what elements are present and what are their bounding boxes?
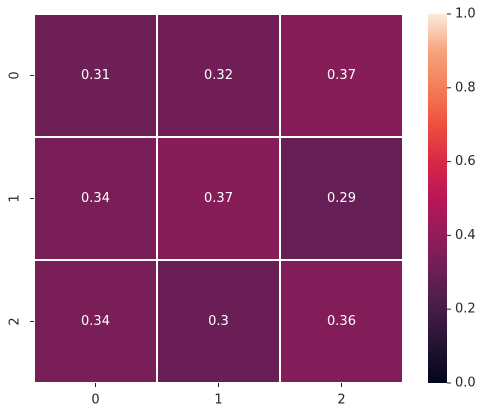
cell-label: 0.37 [204, 191, 233, 206]
cell-label: 0.3 [208, 314, 229, 329]
heatmap-cell [279, 136, 404, 261]
colorbar [428, 14, 447, 383]
x-tick-label: 2 [337, 393, 345, 408]
colorbar-tick-label: 0.6 [455, 154, 476, 169]
x-tick-label: 0 [91, 393, 99, 408]
cell-label: 0.29 [327, 191, 356, 206]
cell-label: 0.34 [81, 191, 110, 206]
y-tick-label: 0 [8, 71, 23, 79]
heatmap-cell [279, 13, 404, 138]
cell-label: 0.31 [81, 68, 110, 83]
y-tick-label: 2 [8, 317, 23, 325]
colorbar-tick-label: 1.0 [455, 7, 476, 22]
heatmap-cell [33, 13, 158, 138]
cell-label: 0.36 [327, 314, 356, 329]
cell-label: 0.37 [327, 68, 356, 83]
heatmap-cell [156, 13, 281, 138]
cell-label: 0.32 [204, 68, 233, 83]
y-tick-label: 1 [8, 194, 23, 202]
colorbar-tick-label: 0.0 [455, 376, 476, 391]
cell-label: 0.34 [81, 314, 110, 329]
colorbar-tick-label: 0.2 [455, 302, 476, 317]
colorbar-tick-label: 0.8 [455, 80, 476, 95]
x-tick-label: 1 [214, 393, 222, 408]
heatmap-cell [156, 259, 281, 384]
colorbar-tick-label: 0.4 [455, 228, 476, 243]
